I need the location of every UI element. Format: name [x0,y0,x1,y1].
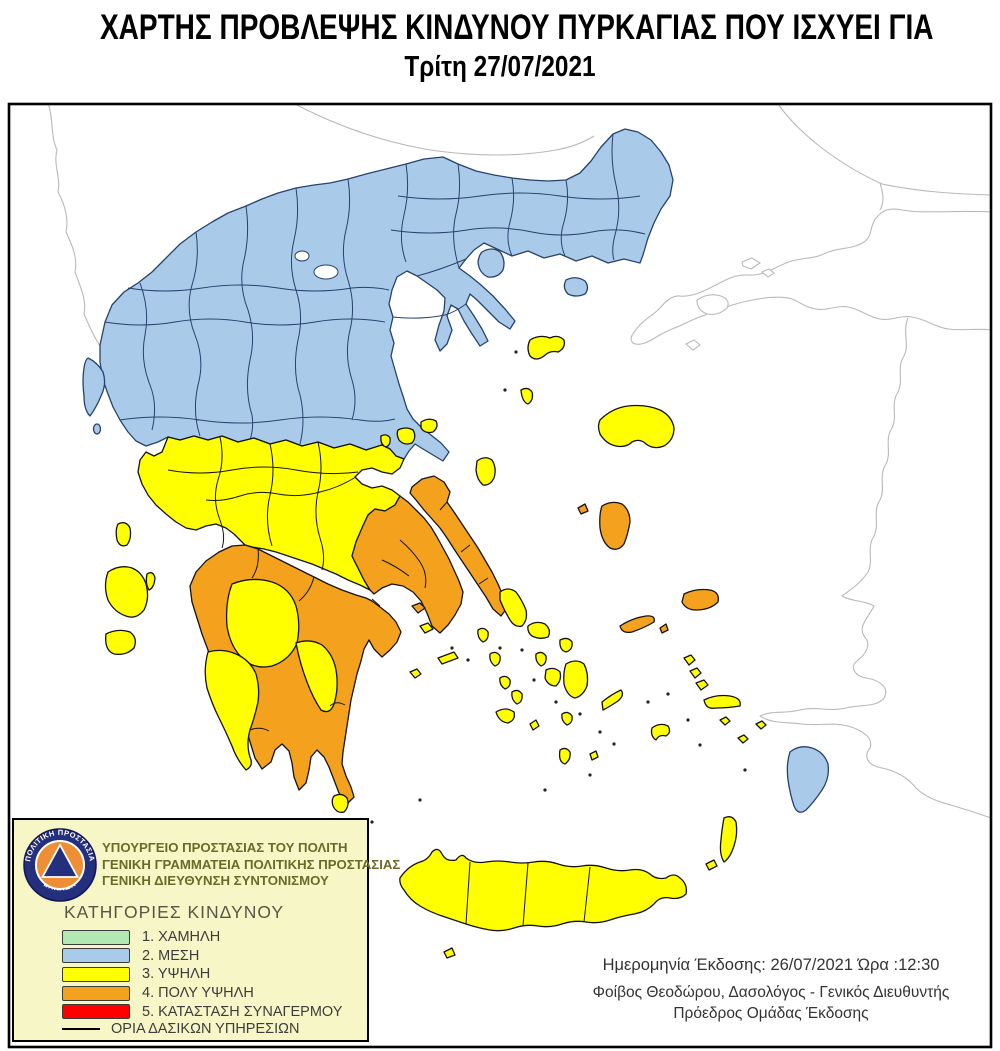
region-messinia-ypsili [204,649,260,771]
island-amorgos [601,689,624,711]
swatch-low [62,929,130,945]
island-crete [399,848,688,932]
forest-service-boundaries-south [167,436,489,732]
island-skopelos [396,427,416,445]
swatch-very-high [62,985,130,1001]
region-arcadia-ypsili [225,578,300,668]
island-andros [499,588,528,628]
island-aegina [419,622,434,634]
organization-lines: ΥΠΟΥΡΓΕΙΟ ΠΡΟΣΤΑΣΙΑΣ ΤΟΥ ΠΟΛΙΤΗ ΓΕΝΙΚΗ Γ… [102,840,400,890]
island-salamina [411,602,426,614]
island-samothrace [563,277,589,297]
island-thasos [477,248,505,278]
title-line1: ΧΑΡΤΗΣ ΠΡΟΒΛΕΨΗΣ ΚΙΝΔΥΝΟΥ ΠΥΡΚΑΓΙΑΣ ΠΟΥ … [100,8,934,47]
islands-ypsili [104,335,767,959]
island-limnos [527,335,566,360]
island-skiathos [380,434,391,448]
island-santorini [558,747,571,765]
swatch-medium [62,948,130,964]
swatch-high [62,966,130,982]
island-kythira [331,793,349,814]
risk-categories-title: ΚΑΤΗΓΟΡΙΕΣ ΚΙΝΔΥΝΟΥ [64,902,285,922]
swatch-alarm [62,1004,130,1020]
org-line-2: ΓΕΝΙΚΗ ΓΡΑΜΜΑΤΕΙΑ ΠΟΛΙΤΙΚΗΣ ΠΡΟΣΤΑΣΙΑΣ [102,856,401,872]
island-ikaria [619,615,655,634]
island-chios [599,501,631,550]
title-date: Τρίτη 27/07/2021 [404,51,596,83]
island-skyros [475,457,496,486]
island-karpathos [719,816,738,863]
legend-item-high: 3. ΥΨΗΛΗ [62,965,342,984]
island-hydra [437,651,459,665]
islands-mesi [82,248,830,813]
legend-item-alarm: 5. ΚΑΤΑΣΤΑΣΗ ΣΥΝΑΓΕΡΜΟΥ [62,1002,342,1021]
island-astypalaia [650,723,671,741]
boundary-line-icon [62,1028,100,1030]
org-line-1: ΥΠΟΥΡΓΕΙΟ ΠΡΟΣΤΑΣΙΑΣ ΤΟΥ ΠΟΛΙΤΗ [102,840,348,855]
island-kefalonia [104,566,149,618]
tiny-islets [370,350,747,824]
island-naxos [563,660,589,699]
issuer-name-line: Φοίβος Θεοδώρου, Δασολόγος - Γενικός Διε… [592,984,950,1001]
legend-item-boundaries: ΟΡΙΑ ΔΑΣΙΚΩΝ ΥΠΗΡΕΣΙΩΝ [62,1019,299,1039]
legend-item-medium: 2. ΜΕΣΗ [62,947,342,966]
region-north-mainland-mesi [99,128,674,462]
island-zakynthos [105,629,136,656]
issue-info: Ημερομηνία Έκδοσης: 26/07/2021 Ώρα :12:3… [555,956,987,1024]
org-line-3: ΓΕΝΙΚΗ ΔΙΕΥΘΥΝΣΗ ΣΥΝΤΟΝΙΣΜΟΥ [102,873,329,889]
issuer-role-line: Πρόεδρος Ομάδας Έκδοσης [673,1005,869,1022]
island-paros [544,667,562,687]
issue-date-line: Ημερομηνία Έκδοσης: 26/07/2021 Ώρα :12:3… [602,956,940,974]
island-alonissos [420,418,438,434]
island-corfu [82,357,106,417]
island-tinos [527,621,551,639]
island-kos [703,694,741,709]
region-kynouria-ypsili [295,640,338,713]
island-samos [681,588,719,611]
legend-item-very-high: 4. ΠΟΛΥ ΥΨΗΛΗ [62,984,342,1003]
island-milos [495,708,516,724]
island-rhodes [786,746,830,813]
legend-item-low: 1. ΧΑΜΗΛΗ [62,928,342,947]
civil-protection-logo: ΠΟΛΙΤΙΚΗ ΠΡΟΣΤΑΣΙΑ ΕΛΛΑΔΑ [23,828,97,902]
legend-box: ΠΟΛΙΤΙΚΗ ΠΡΟΣΤΑΣΙΑ ΕΛΛΑΔΑ ΥΠΟΥΡΓΕΙΟ ΠΡΟΣ… [12,818,400,1042]
forest-service-boundaries-north [104,133,646,445]
neighbor-country-outlines [47,102,992,819]
page-title: ΧΑΡΤΗΣ ΠΡΟΒΛΕΨΗΣ ΚΙΝΔΥΝΟΥ ΠΥΡΚΑΓΙΑΣ ΠΟΥ … [0,8,1000,84]
island-lesbos [597,404,675,449]
island-lefkada [115,522,132,547]
islands-poly-ypsili [411,501,719,634]
lake [313,264,339,280]
lake [294,250,310,262]
risk-category-list: 1. ΧΑΜΗΛΗ 2. ΜΕΣΗ 3. ΥΨΗΛΗ 4. ΠΟΛΥ ΥΨΗΛΗ… [62,928,342,1021]
triangle-icon [40,843,80,878]
map-border-frame [7,102,993,1049]
